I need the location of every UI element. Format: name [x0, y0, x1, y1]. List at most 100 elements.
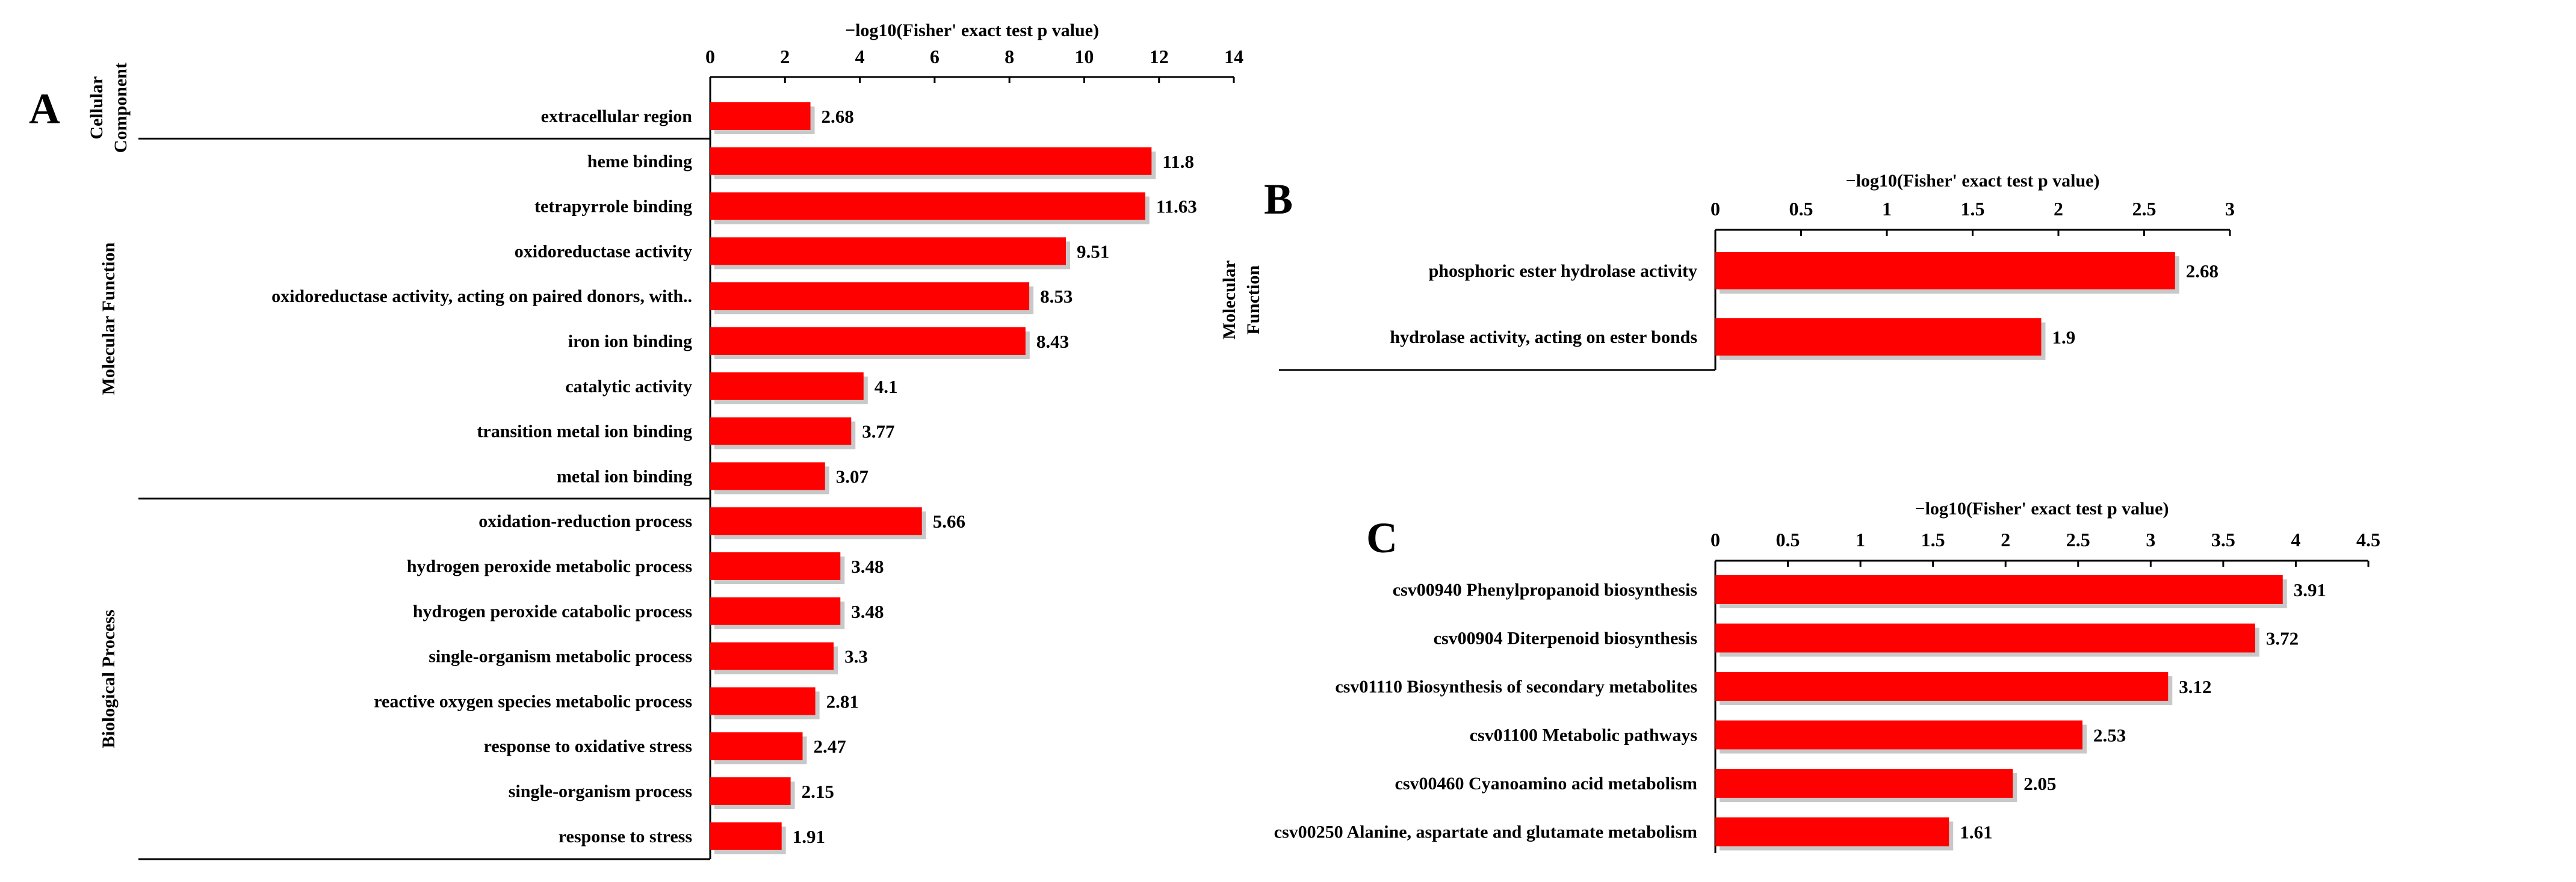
category-label: response to oxidative stress	[484, 736, 692, 756]
bar	[710, 822, 782, 850]
bar-value-label: 3.48	[851, 556, 884, 577]
group-label: Molecular Function	[99, 242, 119, 395]
x-tick-label: 10	[1074, 46, 1094, 67]
x-axis-title: −log10(Fisher' exact test p value)	[845, 20, 1099, 40]
category-label: csv00940 Phenylpropanoid biosynthesis	[1393, 580, 1697, 600]
bar	[710, 597, 841, 625]
group-label: Cellular	[87, 76, 107, 140]
category-label: extracellular region	[541, 106, 693, 126]
category-label: single-organism metabolic process	[429, 647, 692, 667]
x-axis-title: −log10(Fisher' exact test p value)	[1845, 171, 2099, 191]
group-label: Molecular	[1219, 261, 1239, 340]
bar-value-label: 3.12	[2179, 676, 2211, 697]
bar-value-label: 2.68	[822, 106, 854, 127]
x-tick-label: 0	[705, 46, 715, 67]
bar	[1715, 252, 2175, 289]
category-label: oxidoreductase activity	[515, 241, 692, 261]
x-tick-label: 4	[2291, 529, 2300, 550]
bar	[710, 147, 1152, 175]
category-label: csv01100 Metabolic pathways	[1470, 726, 1697, 745]
category-label: csv00250 Alanine, aspartate and glutamat…	[1274, 822, 1697, 842]
bar	[1715, 318, 2042, 356]
category-label: single-organism process	[509, 782, 692, 801]
x-tick-label: 0	[1711, 198, 1720, 220]
category-label: hydrogen peroxide metabolic process	[407, 557, 692, 576]
x-tick-label: 0.5	[1776, 529, 1800, 550]
bar	[710, 777, 791, 805]
bar-value-label: 5.66	[933, 511, 965, 532]
panel-b-chart: B −log10(Fisher' exact test p value) 0 0.5 1…	[1219, 171, 2235, 371]
x-tick-label: 1	[1882, 198, 1892, 220]
bar	[1715, 623, 2255, 653]
bar	[710, 327, 1026, 355]
category-label: transition metal ion binding	[477, 422, 692, 442]
bar	[710, 192, 1145, 220]
bar-value-label: 3.3	[844, 646, 868, 667]
x-tick-label: 1	[1856, 529, 1865, 550]
category-label: catalytic activity	[565, 377, 692, 396]
x-tick-label: 1.5	[1961, 198, 1985, 220]
bar	[710, 687, 816, 715]
panel-letter: B	[1264, 175, 1293, 223]
x-tick-label: 2	[2054, 198, 2063, 220]
bar	[1715, 720, 2083, 750]
bar	[710, 642, 834, 670]
bar	[710, 282, 1030, 310]
category-label: csv01110 Biosynthesis of secondary metab…	[1335, 677, 1697, 697]
category-label: iron ion binding	[568, 332, 692, 351]
bar-value-label: 11.63	[1156, 196, 1197, 217]
x-tick-label: 0	[1711, 529, 1720, 550]
bar-value-label: 2.81	[826, 691, 859, 712]
bar-value-label: 9.51	[1077, 241, 1109, 262]
bar-value-label: 2.47	[813, 736, 846, 757]
bar-value-label: 8.43	[1036, 331, 1069, 352]
bar	[1715, 672, 2169, 701]
category-label: oxidation-reduction process	[478, 511, 692, 531]
x-tick-label: 8	[1005, 46, 1014, 67]
bar-value-label: 3.91	[2294, 579, 2326, 600]
bar-value-label: 1.61	[1960, 822, 1992, 843]
category-label: oxidoreductase activity, acting on paire…	[271, 286, 692, 306]
panel-c-chart: C −log10(Fisher' exact test p value) 0 0.5 1…	[1274, 499, 2380, 853]
panel-a-chart: A −log10(Fisher' exact test p value) 0 2 4 6 8…	[29, 20, 1243, 860]
bar-value-label: 11.8	[1162, 151, 1194, 172]
bar	[1715, 817, 1949, 847]
bar-value-label: 2.68	[2186, 261, 2218, 282]
category-label: csv00460 Cyanoamino acid metabolism	[1395, 774, 1698, 794]
bar-value-label: 3.77	[862, 421, 894, 442]
x-tick-label: 12	[1150, 46, 1169, 67]
x-tick-label: 2	[2001, 529, 2010, 550]
bar-value-label: 4.1	[875, 376, 898, 397]
group-label: Component	[111, 63, 131, 153]
x-axis-title: −log10(Fisher' exact test p value)	[1915, 499, 2169, 519]
x-tick-label: 3.5	[2211, 529, 2235, 550]
bar-value-label: 2.05	[2023, 773, 2056, 794]
bar-value-label: 3.72	[2266, 628, 2299, 649]
bar	[710, 102, 811, 130]
x-tick-label: 3	[2146, 529, 2155, 550]
bar-value-label: 8.53	[1040, 286, 1073, 307]
bar	[710, 732, 803, 760]
category-label: tetrapyrrole binding	[534, 197, 692, 217]
group-label: Biological Process	[99, 609, 119, 748]
bar	[710, 507, 922, 535]
group-label: Function	[1243, 265, 1263, 335]
category-label: heme binding	[587, 152, 692, 171]
bar-value-label: 2.53	[2093, 725, 2126, 746]
bar-value-label: 1.91	[793, 826, 825, 847]
bar	[710, 552, 841, 580]
category-label: hydrolase activity, acting on ester bond…	[1390, 327, 1697, 347]
category-label: metal ion binding	[557, 466, 692, 486]
category-label: hydrogen peroxide catabolic process	[413, 602, 692, 621]
bar	[710, 417, 852, 445]
x-tick-label: 2.5	[2066, 529, 2090, 550]
panel-letter: C	[1366, 514, 1398, 562]
x-tick-label: 1.5	[1921, 529, 1945, 550]
category-label: phosphoric ester hydrolase activity	[1429, 261, 1697, 281]
x-tick-label: 2.5	[2132, 198, 2156, 220]
bar	[710, 237, 1066, 265]
category-label: reactive oxygen species metabolic proces…	[374, 691, 692, 711]
x-tick-label: 0.5	[1789, 198, 1813, 220]
